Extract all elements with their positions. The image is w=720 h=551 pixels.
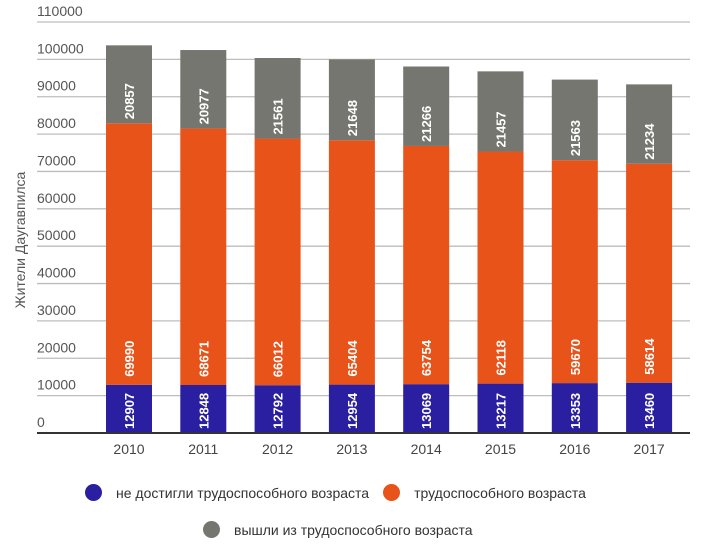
legend-marker-icon <box>203 521 220 538</box>
bar-value-label: 63754 <box>419 339 434 376</box>
bar-segment <box>180 128 227 385</box>
bar-stack: 13460 58614 21234 <box>626 84 673 433</box>
bar-value-label: 21457 <box>494 111 509 147</box>
legend-marker-icon <box>85 484 102 501</box>
x-axis-ticks: 2010 2011 2012 2013 2014 2015 2016 2017 <box>113 441 664 457</box>
x-tick-label: 2010 <box>113 441 144 457</box>
y-tick-label: 40000 <box>37 265 76 281</box>
bar-segment <box>403 145 450 385</box>
bar-segment <box>551 79 598 161</box>
x-tick-label: 2016 <box>559 441 590 457</box>
bar-value-label: 20857 <box>122 83 137 119</box>
bar-value-label: 21563 <box>568 120 583 156</box>
legend-row-1: не достигли трудоспособного возраста тру… <box>85 484 600 501</box>
y-tick-label: 30000 <box>37 302 76 318</box>
bar-value-label: 20977 <box>196 88 211 124</box>
x-tick-label: 2013 <box>336 441 367 457</box>
y-tick-label: 110000 <box>37 3 83 19</box>
y-tick-label: 20000 <box>37 339 76 355</box>
legend-marker-icon <box>383 484 401 501</box>
bar-value-label: 13069 <box>419 393 434 429</box>
bar-segment <box>106 123 152 385</box>
bar-value-label: 58614 <box>642 338 657 375</box>
x-tick-label: 2012 <box>262 441 293 457</box>
bar-value-label: 12954 <box>345 392 360 429</box>
bar-value-label: 66012 <box>271 341 286 377</box>
y-tick-label: 0 <box>37 414 45 430</box>
bar-stack: 12907 69990 20857 <box>106 45 152 433</box>
bar-segment <box>106 45 152 124</box>
bar-segment <box>180 384 227 433</box>
bar-value-label: 62118 <box>494 340 509 375</box>
bar-segment <box>477 71 524 152</box>
x-tick-label: 2014 <box>411 441 442 457</box>
bar-segment <box>403 66 450 146</box>
legend-item-working-age: трудоспособного возраста <box>383 484 586 501</box>
y-tick-label: 80000 <box>37 115 76 131</box>
bar-stack: 12954 65404 21648 <box>328 59 375 433</box>
bar-value-label: 65404 <box>345 340 360 377</box>
bar-segment <box>626 84 673 164</box>
bar-segment <box>254 385 301 433</box>
bar-segment <box>626 163 673 383</box>
bar-value-label: 69990 <box>122 341 137 377</box>
bar-value-label: 21648 <box>345 100 360 136</box>
bar-segment <box>254 57 301 139</box>
legend-label: не достигли трудоспособного возраста <box>116 484 370 501</box>
legend-row-2: вышли из трудоспособного возраста <box>203 521 487 538</box>
stacked-bar-chart: 0 10000 20000 30000 40000 50000 60000 70000 8000… <box>12 3 690 457</box>
bar-value-label: 13460 <box>642 393 657 429</box>
bar-segment <box>328 384 375 433</box>
bar-segment <box>551 383 598 433</box>
y-tick-label: 100000 <box>37 40 84 56</box>
x-tick-label: 2015 <box>485 441 516 457</box>
legend-label: вышли из трудоспособного возраста <box>234 521 473 538</box>
bar-value-label: 12848 <box>196 393 211 429</box>
y-axis-label: Жители Даугавпилса <box>12 171 28 308</box>
bar-segment <box>403 384 450 433</box>
x-tick-label: 2011 <box>188 441 218 457</box>
bar-segment <box>551 160 598 384</box>
bar-segment <box>626 382 673 433</box>
y-tick-label: 70000 <box>37 152 76 168</box>
y-axis-ticks: 0 10000 20000 30000 40000 50000 60000 70000 8000… <box>37 3 84 430</box>
legend-item-over-working-age: вышли из трудоспособного возраста <box>203 521 473 538</box>
bar-segment <box>477 383 524 433</box>
bar-value-label: 59670 <box>568 339 583 375</box>
y-tick-label: 60000 <box>37 190 76 206</box>
bars: 12907 69990 20857 12848 68671 20977 12792 66012… <box>106 45 673 433</box>
bar-value-label: 12792 <box>271 393 286 429</box>
y-tick-label: 90000 <box>37 78 76 94</box>
bar-segment <box>106 384 152 433</box>
legend-item-under-working-age: не достигли трудоспособного возраста <box>85 484 369 501</box>
y-tick-label: 10000 <box>37 377 76 393</box>
bar-value-label: 21234 <box>642 123 657 160</box>
legend-label: трудоспособного возраста <box>414 484 586 501</box>
bar-stack: 13353 59670 21563 <box>551 79 598 433</box>
bar-segment <box>477 151 524 384</box>
bar-value-label: 12907 <box>122 393 137 429</box>
bar-value-label: 21266 <box>419 106 434 142</box>
bar-segment <box>328 59 375 141</box>
bar-value-label: 13353 <box>568 393 583 429</box>
bar-value-label: 21561 <box>271 98 286 134</box>
bar-segment <box>254 138 301 386</box>
y-tick-label: 50000 <box>37 227 76 243</box>
bar-stack: 13069 63754 21266 <box>403 66 450 433</box>
bar-segment <box>180 50 227 129</box>
bar-stack: 12792 66012 21561 <box>254 57 301 433</box>
bar-stack: 12848 68671 20977 <box>180 50 227 433</box>
x-tick-label: 2017 <box>634 441 665 457</box>
bar-segment <box>328 140 375 385</box>
bar-value-label: 13217 <box>494 393 509 429</box>
bar-value-label: 68671 <box>196 341 211 377</box>
bar-stack: 13217 62118 21457 <box>477 71 524 433</box>
